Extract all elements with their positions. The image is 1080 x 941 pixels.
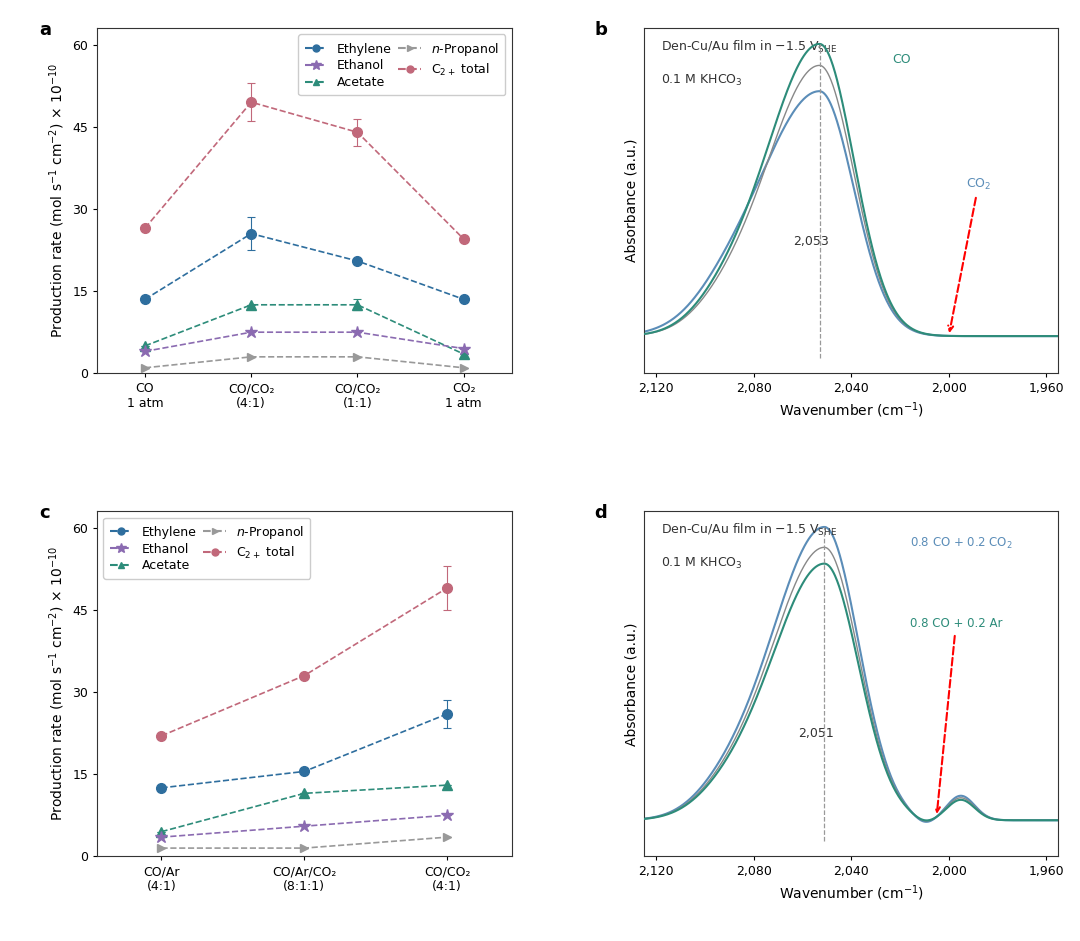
Text: d: d — [594, 504, 607, 522]
Text: c: c — [39, 504, 50, 522]
Y-axis label: Absorbance (a.u.): Absorbance (a.u.) — [624, 139, 638, 263]
X-axis label: Wavenumber (cm$^{-1}$): Wavenumber (cm$^{-1}$) — [779, 884, 923, 903]
Text: 2,053: 2,053 — [794, 234, 829, 247]
Text: 0.1 M KHCO$_3$: 0.1 M KHCO$_3$ — [661, 556, 742, 571]
Legend: Ethylene, Ethanol, Acetate, $n$-Propanol, C$_{2+}$ total: Ethylene, Ethanol, Acetate, $n$-Propanol… — [104, 518, 310, 579]
Text: 0.1 M KHCO$_3$: 0.1 M KHCO$_3$ — [661, 73, 742, 88]
Text: b: b — [594, 22, 607, 40]
Legend: Ethylene, Ethanol, Acetate, $n$-Propanol, C$_{2+}$ total: Ethylene, Ethanol, Acetate, $n$-Propanol… — [298, 35, 505, 95]
Text: 2,051: 2,051 — [798, 727, 834, 741]
Text: Den-Cu/Au film in $-$1.5 V$_\mathrm{SHE}$: Den-Cu/Au film in $-$1.5 V$_\mathrm{SHE}… — [661, 39, 837, 55]
Y-axis label: Production rate (mol s$^{-1}$ cm$^{-2}$) $\times$ 10$^{-10}$: Production rate (mol s$^{-1}$ cm$^{-2}$)… — [48, 547, 67, 821]
Text: CO$_2$: CO$_2$ — [948, 177, 991, 331]
Text: a: a — [39, 22, 51, 40]
X-axis label: Wavenumber (cm$^{-1}$): Wavenumber (cm$^{-1}$) — [779, 401, 923, 421]
Y-axis label: Production rate (mol s$^{-1}$ cm$^{-2}$) $\times$ 10$^{-10}$: Production rate (mol s$^{-1}$ cm$^{-2}$)… — [48, 63, 67, 338]
Text: CO: CO — [893, 54, 912, 66]
Text: 0.8 CO + 0.2 Ar: 0.8 CO + 0.2 Ar — [909, 617, 1002, 812]
Y-axis label: Absorbance (a.u.): Absorbance (a.u.) — [624, 622, 638, 745]
Text: Den-Cu/Au film in $-$1.5 V$_\mathrm{SHE}$: Den-Cu/Au film in $-$1.5 V$_\mathrm{SHE}… — [661, 521, 837, 537]
Text: 0.8 CO + 0.2 CO$_2$: 0.8 CO + 0.2 CO$_2$ — [909, 536, 1012, 551]
